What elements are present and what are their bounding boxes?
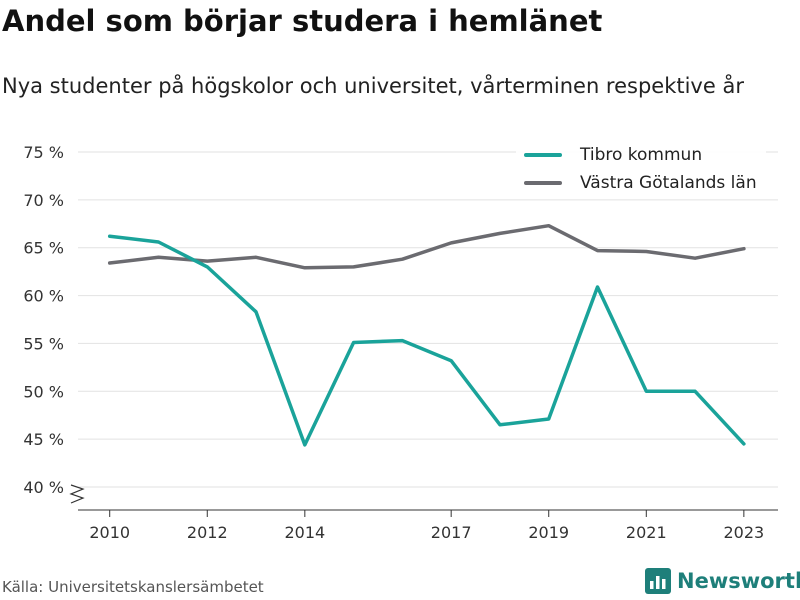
y-tick-label: 45 %	[23, 430, 64, 449]
x-tick-label: 2023	[723, 523, 764, 542]
brand-logo: Newsworthy	[645, 568, 800, 594]
x-tick-label: 2012	[187, 523, 228, 542]
y-tick-label: 40 %	[23, 478, 64, 497]
x-tick-label: 2017	[431, 523, 472, 542]
bar-chart-logo-icon	[645, 568, 671, 594]
axis-break-icon	[69, 484, 85, 504]
x-tick-label: 2010	[89, 523, 130, 542]
y-tick-label: 55 %	[23, 334, 64, 353]
legend-item-vastra: Västra Götalands län	[524, 173, 757, 193]
y-tick-label: 60 %	[23, 287, 64, 306]
legend-label-vastra: Västra Götalands län	[580, 173, 757, 193]
y-tick-label: 65 %	[23, 239, 64, 258]
source-note: Källa: Universitetskanslersämbetet	[2, 578, 264, 596]
x-tick-label: 2014	[284, 523, 325, 542]
legend-swatch-vastra	[524, 181, 562, 185]
x-tick-label: 2021	[626, 523, 667, 542]
series-line-tibro	[107, 234, 746, 447]
legend-item-tibro: Tibro kommun	[524, 145, 702, 165]
series-lines	[107, 223, 746, 447]
chart-title: Andel som börjar studera i hemlänet	[2, 4, 603, 38]
y-tick-label: 75 %	[23, 143, 64, 162]
axes: 40 % 45 % 50 % 55 % 60 % 65 % 70 % 75 % 2010 2012…	[23, 143, 778, 542]
x-tick-label: 2019	[528, 523, 569, 542]
legend-label-tibro: Tibro kommun	[580, 145, 703, 165]
brand-name: Newsworthy	[677, 569, 800, 593]
gridlines	[78, 151, 778, 488]
legend: Tibro kommun Västra Götalands län	[516, 140, 766, 198]
y-tick-label: 50 %	[23, 382, 64, 401]
y-tick-label: 70 %	[23, 191, 64, 210]
legend-swatch-tibro	[524, 153, 562, 157]
chart-subtitle: Nya studenter på högskolor och universit…	[2, 74, 744, 98]
series-line-vastra	[107, 223, 746, 270]
